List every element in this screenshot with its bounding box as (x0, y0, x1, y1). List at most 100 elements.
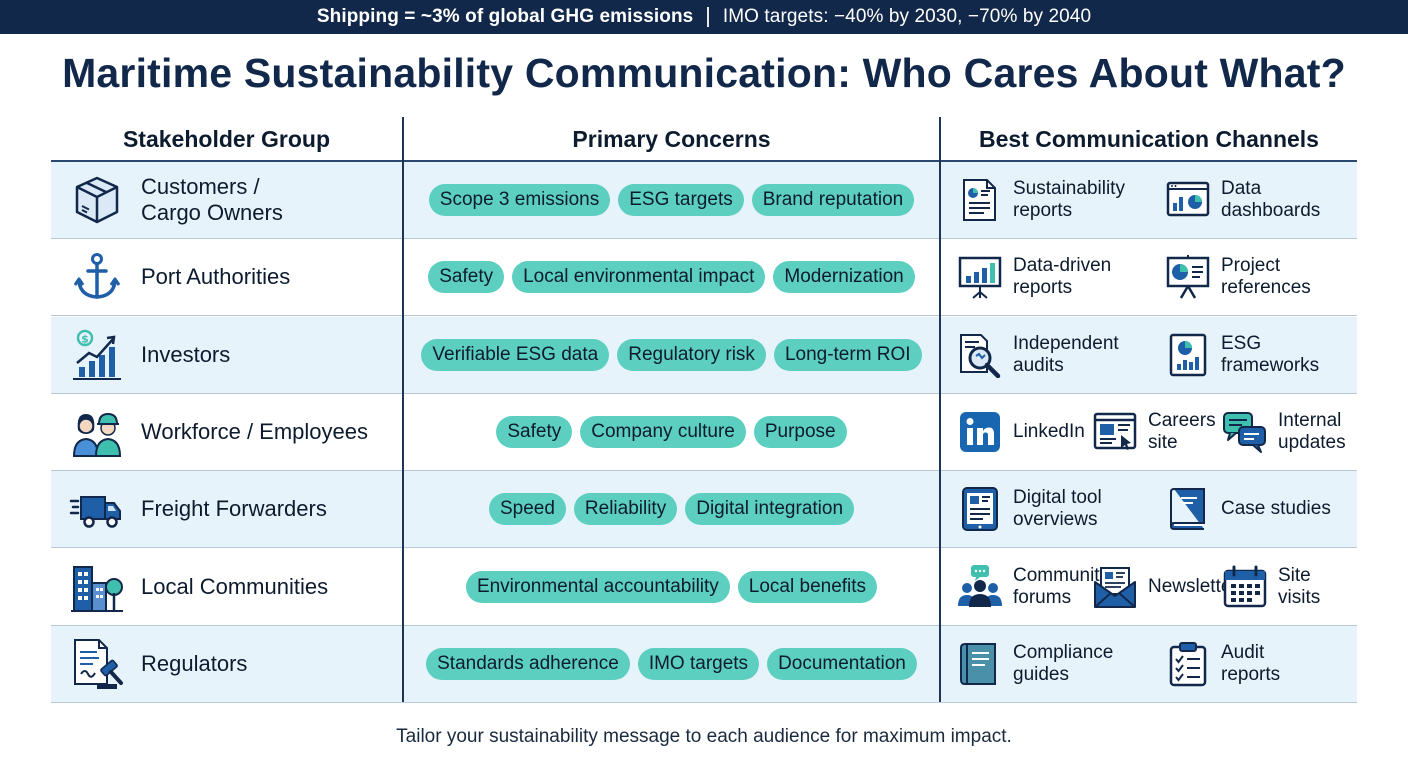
channel-label: Project references (1221, 255, 1311, 299)
channel-label: Newsletters (1148, 576, 1247, 598)
channel-label: LinkedIn (1013, 421, 1085, 443)
anchor-icon (69, 249, 125, 305)
channels-cell: Sustainability reports Data dashboards (941, 162, 1357, 238)
channel-label-line: forums (1013, 586, 1072, 608)
delivery-truck-icon (69, 481, 125, 537)
concern-chip: IMO targets (637, 647, 760, 680)
channel-label-line: Case studies (1221, 498, 1331, 520)
channel-label: Data-driven reports (1013, 255, 1111, 299)
concerns-cell: Safety Company culture Purpose (404, 394, 939, 470)
channels-cell: Compliance guides Audit reports (941, 626, 1357, 702)
concern-chip: Reliability (573, 493, 678, 526)
channel-label-line: Digital tool (1013, 487, 1102, 509)
concern-chip: Modernization (773, 261, 915, 294)
community-forum-icon (957, 564, 1013, 610)
concern-chip: Safety (496, 415, 573, 448)
chat-bubbles-icon (1222, 409, 1278, 455)
channel-label-line: Project (1221, 255, 1281, 277)
calendar-icon (1222, 564, 1278, 610)
column-header-group: Stakeholder Group (122, 125, 331, 152)
gavel-document-icon (69, 636, 125, 692)
channel-label-line: frameworks (1221, 354, 1320, 376)
table-row: $ Investors Verifiable ESG data Regulatory … (51, 316, 1357, 394)
concern-chip: Safety (428, 261, 505, 294)
channel-label-line: Community (1013, 564, 1110, 586)
channel-label: Careers site (1148, 410, 1216, 454)
banner-targets: IMO targets: −40% by 2030, −70% by 2040 (722, 6, 1092, 27)
presentation-bar-chart-icon (957, 254, 1013, 300)
column-divider-2 (939, 117, 941, 702)
channel-label-line: reports (1221, 663, 1281, 685)
channels-cell: Independent audits ESG frameworks (941, 317, 1357, 393)
stakeholder-cell: Local Communities (51, 549, 402, 625)
channel-item: Data dashboards (1165, 162, 1320, 238)
channel-label-line: visits (1278, 586, 1321, 608)
concern-chip: Verifiable ESG data (421, 338, 610, 371)
column-header-concerns: Primary Concerns (572, 125, 771, 152)
stakeholder-label: Regulators (141, 651, 247, 677)
channel-label-line: Internal (1278, 409, 1342, 431)
channel-item: LinkedIn (957, 394, 1085, 470)
stakeholder-label: Port Authorities (141, 264, 290, 290)
magnifier-document-icon (957, 332, 1013, 378)
channel-label-line: LinkedIn (1013, 420, 1085, 442)
stakeholder-cell: Freight Forwarders (51, 471, 402, 547)
concern-chip: Local benefits (737, 570, 878, 603)
stakeholder-cell: Workforce / Employees (51, 394, 402, 470)
stakeholder-cell: Regulators (51, 626, 402, 702)
channel-label: Case studies (1221, 498, 1331, 520)
city-buildings-icon (69, 559, 125, 615)
concerns-cell: Standards adherence IMO targets Documentat… (404, 626, 939, 702)
banner-stat: Shipping = ~3% of global GHG emissions (316, 6, 694, 27)
concern-chip: Environmental accountability (465, 570, 730, 603)
channel-item: Digital tool overviews (957, 471, 1102, 547)
stakeholder-label-line: Local Communities (141, 573, 329, 599)
channel-label-line: overviews (1013, 509, 1098, 531)
concern-chip: Scope 3 emissions (428, 184, 611, 216)
channel-label: Sustainability reports (1013, 178, 1125, 222)
channel-label-line: guides (1013, 663, 1069, 685)
stakeholder-label: Customers / Cargo Owners (141, 174, 283, 226)
channel-item: Case studies (1165, 471, 1331, 547)
concerns-cell: Environmental accountability Local benefi… (404, 549, 939, 625)
workers-icon (69, 404, 125, 460)
linkedin-icon (957, 409, 1013, 455)
concern-chip: Long-term ROI (773, 338, 922, 371)
compliance-guide-icon (957, 641, 1013, 687)
concern-chip: Brand reputation (751, 184, 915, 216)
channel-label: Internal updates (1278, 410, 1346, 454)
channel-label-line: reports (1013, 277, 1073, 299)
stakeholder-label: Local Communities (141, 574, 328, 600)
header-divider (51, 160, 1357, 162)
channel-item: Audit reports (1165, 626, 1280, 702)
stakeholder-cell: $ Investors (51, 317, 402, 393)
concern-chip: Regulatory risk (617, 338, 766, 371)
channel-item: Internal updates (1222, 394, 1346, 470)
channels-cell: Data-driven reports Project references (941, 239, 1357, 315)
channel-item: ESG frameworks (1165, 317, 1319, 393)
channel-label-line: Independent (1013, 332, 1119, 354)
channel-item: Careers site (1092, 394, 1216, 470)
concern-chip: ESG targets (618, 184, 744, 216)
channel-label: Audit reports (1221, 642, 1280, 686)
column-header-channels: Best Communication Channels (979, 125, 1319, 152)
channel-label-line: Audit (1221, 641, 1265, 663)
investment-growth-icon: $ (69, 327, 125, 383)
stakeholder-label-line: Investors (141, 341, 231, 367)
report-document-icon (957, 177, 1013, 223)
top-banner: Shipping = ~3% of global GHG emissions I… (0, 0, 1408, 34)
tablet-icon (957, 486, 1013, 532)
esg-framework-icon (1165, 332, 1221, 378)
channel-label: Independent audits (1013, 333, 1119, 377)
channel-label: Site visits (1278, 565, 1320, 609)
channel-item: Independent audits (957, 317, 1119, 393)
package-box-icon (69, 172, 125, 228)
book-icon (1165, 486, 1221, 532)
stakeholder-label-line: Regulators (141, 650, 248, 676)
concerns-cell: Speed Reliability Digital integration (404, 471, 939, 547)
concerns-cell: Verifiable ESG data Regulatory risk Long-t… (404, 317, 939, 393)
channel-label: Community forums (1013, 565, 1109, 609)
clipboard-checklist-icon (1165, 641, 1221, 687)
channel-label-line: updates (1278, 431, 1346, 453)
concern-chip: Company culture (580, 415, 746, 448)
